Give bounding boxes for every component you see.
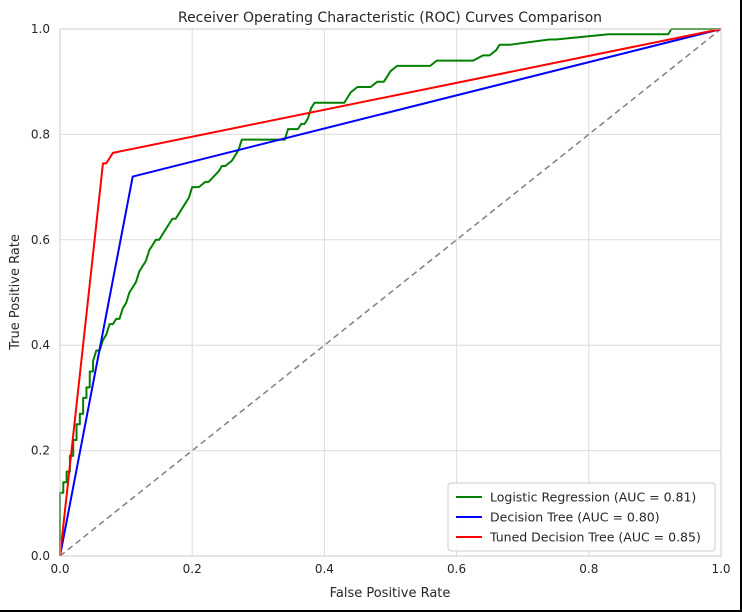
series-line-2	[59, 28, 722, 557]
series-group	[59, 28, 722, 557]
chance-diagonal-line	[59, 28, 722, 557]
x-tick-label: 0.4	[315, 562, 334, 576]
plot-frame	[59, 28, 722, 557]
x-tick-label: 1.0	[711, 562, 730, 576]
y-axis-label: True Positive Rate	[8, 234, 23, 351]
series-line-0	[59, 28, 721, 556]
y-tick-label: 0.2	[31, 444, 50, 458]
y-tick-label: 0.6	[31, 233, 50, 247]
legend-label: Logistic Regression (AUC = 0.81)	[490, 490, 696, 505]
y-tick-label: 0.4	[31, 338, 50, 352]
x-tick-label: 0.6	[447, 562, 466, 576]
legend-label: Decision Tree (AUC = 0.80)	[490, 510, 660, 525]
y-tick-label: 1.0	[31, 22, 50, 36]
legend-box	[447, 482, 716, 552]
y-tick-label: 0.8	[31, 127, 50, 141]
x-tick-label: 0.8	[579, 562, 598, 576]
series-line-1	[59, 28, 722, 557]
x-axis-label: False Positive Rate	[330, 586, 451, 601]
x-tick-label: 0.2	[183, 562, 202, 576]
y-tick-label: 0.0	[31, 549, 50, 563]
tick-labels: 0.0 0.2 0.4 0.6 0.8 1.0 0.0 0.2 0.4 0.6 0.8 1.0	[31, 22, 731, 576]
legend: Logistic Regression (AUC = 0.81) Decision…	[447, 482, 716, 552]
chart-title: Receiver Operating Characteristic (ROC) …	[178, 10, 602, 26]
x-tick-label: 0.0	[50, 562, 69, 576]
legend-label: Tuned Decision Tree (AUC = 0.85)	[489, 530, 701, 545]
